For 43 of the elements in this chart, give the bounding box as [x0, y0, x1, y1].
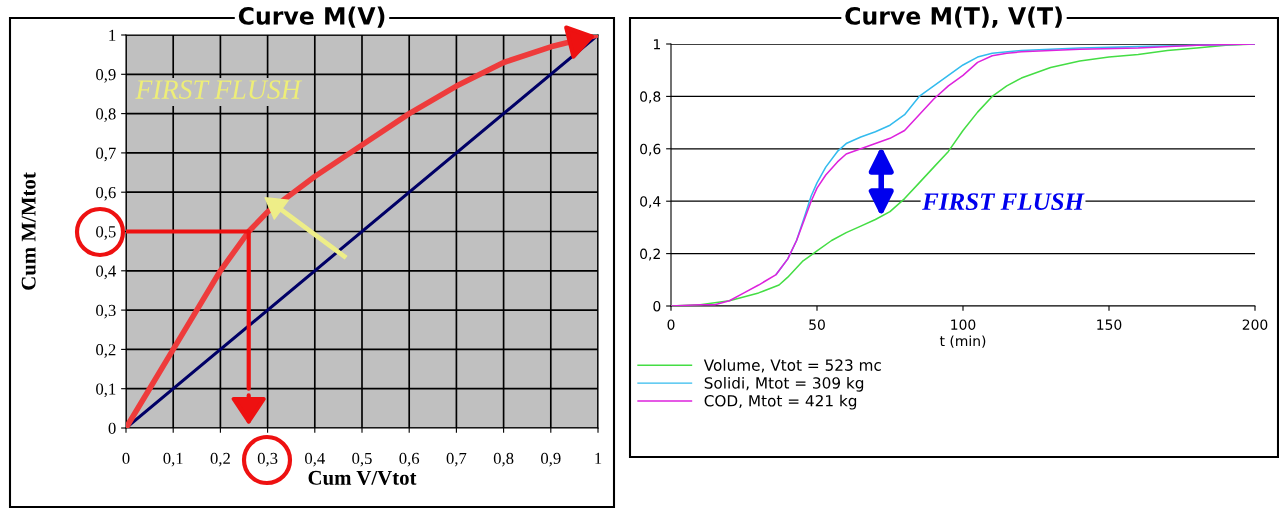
- y-tick-label: 0,2: [640, 248, 660, 261]
- x-tick-label: 0: [122, 452, 130, 465]
- x-tick-label: 0,5: [352, 452, 372, 467]
- y-tick-label: 0,6: [640, 143, 661, 156]
- y-tick-label: 0,6: [96, 186, 116, 201]
- y-axis-title: Cum M/Mtot: [21, 172, 36, 290]
- y-tick-label: 0,3: [96, 304, 116, 319]
- y-tick-label: 0,1: [96, 383, 116, 398]
- annotation: FIRST FLUSH: [922, 193, 1085, 211]
- y-tick-label: 1: [653, 39, 660, 50]
- x-tick-label: 0,7: [446, 452, 467, 467]
- legend-label: Volume, Vtot = 523 mc: [703, 359, 881, 373]
- x-tick-label: 200: [1242, 319, 1268, 330]
- x-tick-label: 0,8: [493, 452, 514, 467]
- x-tick-label: 0,3: [257, 452, 278, 467]
- y-tick-label: 0,8: [96, 108, 116, 122]
- y-tick-label: 0,7: [96, 147, 116, 162]
- x-tick-label: 0: [667, 319, 675, 330]
- y-tick-label: 0: [108, 422, 116, 434]
- y-tick-label: 1: [109, 29, 116, 41]
- x-axis-title: t (min): [939, 335, 986, 348]
- x-axis-title: Cum V/Vtot: [308, 470, 417, 485]
- legend-label: COD, Mtot = 421 kg: [704, 394, 857, 410]
- x-tick-label: 1: [595, 452, 602, 464]
- y-tick-label: 0,9: [96, 69, 116, 83]
- y-tick-label: 0: [653, 300, 661, 312]
- chart-title: Curve M(V): [238, 6, 385, 28]
- chart-title: Curve M(T), V(T): [845, 6, 1062, 28]
- x-tick-label: 0,2: [210, 452, 230, 467]
- y-tick-label: 0,5: [96, 226, 116, 240]
- x-tick-label: 0,1: [163, 452, 183, 467]
- y-tick-label: 0,4: [96, 265, 117, 280]
- annotation: FIRST FLUSH: [135, 80, 303, 99]
- x-tick-label: 0,9: [541, 452, 561, 467]
- y-tick-label: 0,8: [640, 91, 661, 104]
- x-tick-label: 150: [1097, 319, 1122, 330]
- x-tick-label: 100: [951, 319, 976, 330]
- x-tick-label: 50: [809, 319, 825, 330]
- y-tick-label: 0,2: [96, 344, 116, 358]
- legend-label: Solidi, Mtot = 309 kg: [704, 376, 864, 392]
- y-tick-label: 0,4: [640, 196, 661, 209]
- x-tick-label: 0,4: [305, 452, 325, 467]
- x-tick-label: 0,6: [399, 452, 420, 467]
